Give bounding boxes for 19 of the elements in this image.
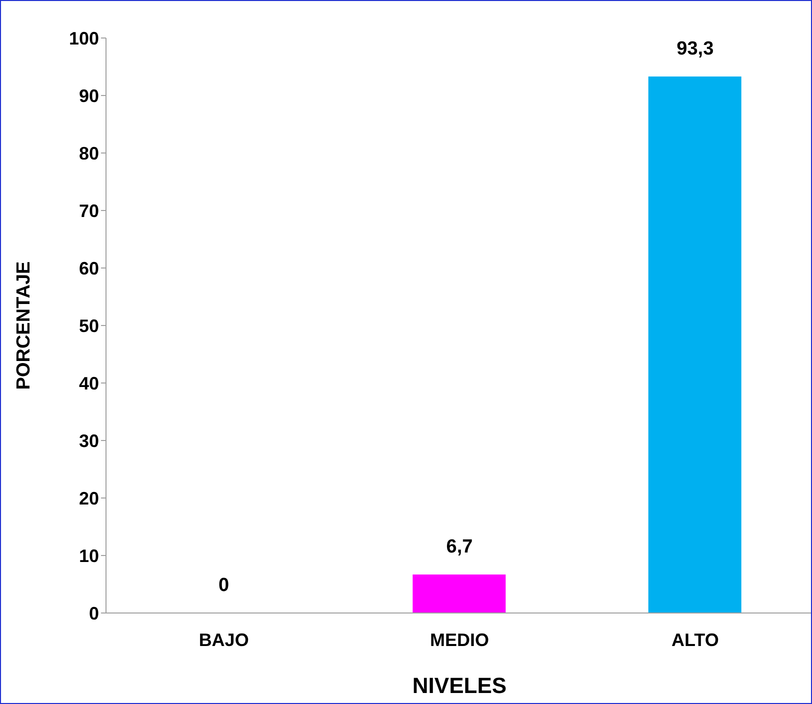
- data-label: 6,7: [446, 536, 473, 558]
- x-axis-title: NIVELES: [412, 673, 507, 698]
- y-tick-label: 20: [78, 488, 99, 508]
- x-tick-label: BAJO: [198, 630, 249, 650]
- y-tick-label: 90: [78, 86, 99, 106]
- y-tick-label: 70: [78, 200, 99, 221]
- y-tick-label: 60: [78, 258, 99, 278]
- y-tick-label: 10: [78, 546, 99, 566]
- y-tick-label: 0: [88, 603, 99, 624]
- y-tick-label: 50: [78, 316, 99, 336]
- x-tick-label: MEDIO: [430, 630, 490, 650]
- y-tick-label: 80: [78, 143, 99, 164]
- data-label: 0: [218, 575, 230, 596]
- y-tick-label: 30: [78, 430, 99, 451]
- data-label: 93,3: [676, 38, 714, 60]
- y-axis-title: PORCENTAJE: [14, 261, 35, 390]
- y-tick-label: 40: [78, 373, 99, 394]
- x-tick-label: ALTO: [671, 630, 719, 650]
- y-tick-label: 100: [68, 28, 99, 48]
